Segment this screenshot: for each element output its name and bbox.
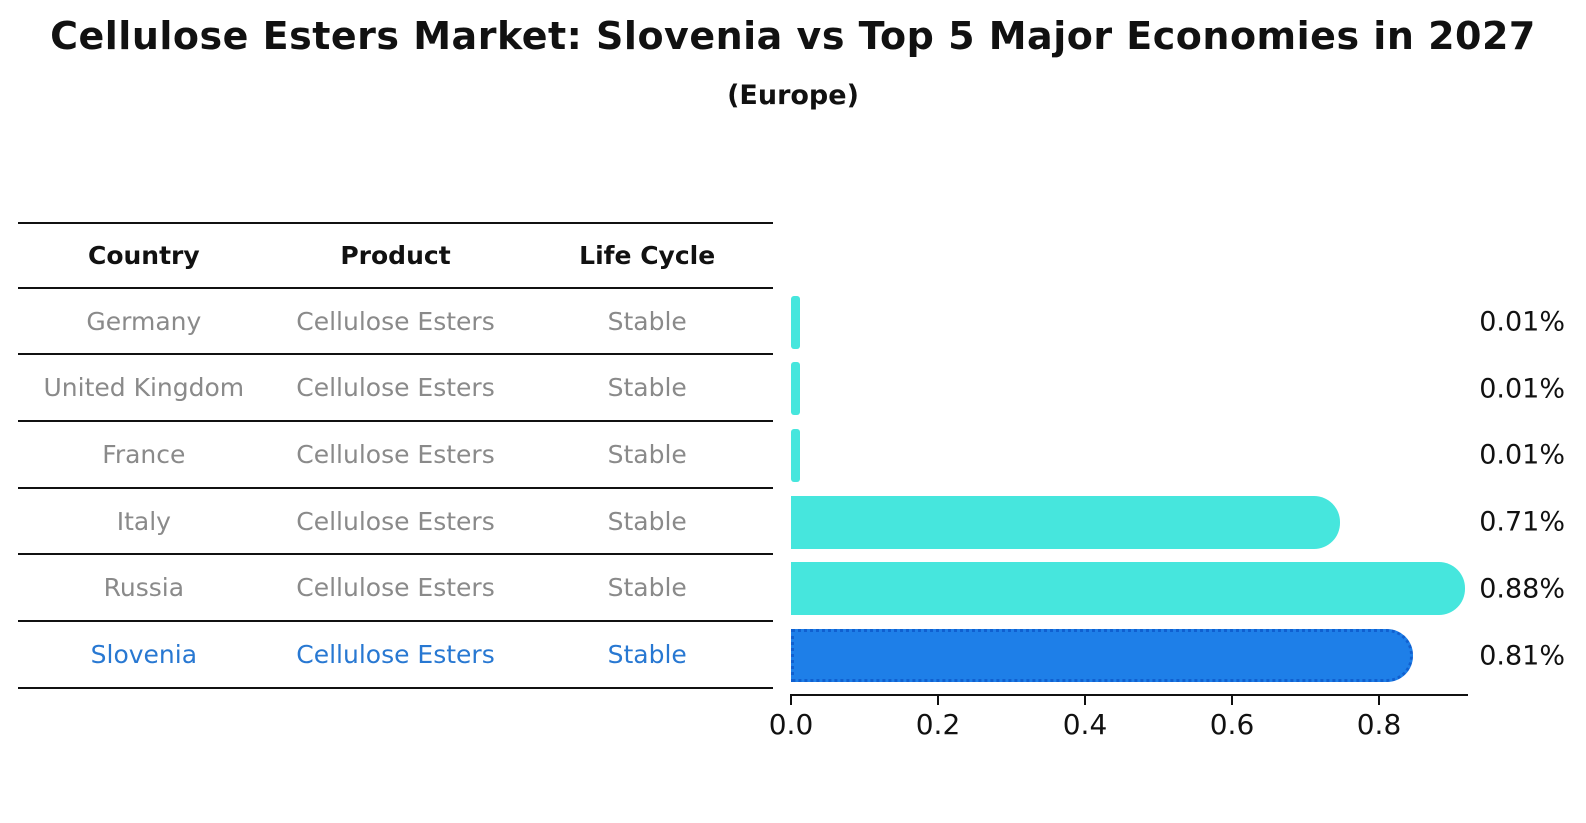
product-cell: Cellulose Esters bbox=[296, 506, 495, 536]
table-row-germany: Germany Cellulose Esters Stable bbox=[18, 289, 773, 356]
life-cycle-cell: Stable bbox=[607, 506, 687, 536]
column-header-product: Product bbox=[340, 240, 451, 270]
product-cell: Cellulose Esters bbox=[296, 639, 495, 669]
x-axis-tick bbox=[937, 696, 939, 705]
x-axis-line bbox=[790, 694, 1468, 696]
table-row-france: France Cellulose Esters Stable bbox=[18, 422, 773, 489]
bar-russia bbox=[791, 562, 1465, 616]
column-header-country: Country bbox=[87, 240, 200, 270]
bar-value-label: 0.81% bbox=[1479, 640, 1565, 672]
x-axis-tick-label: 0.2 bbox=[915, 708, 961, 741]
x-axis-tick bbox=[1084, 696, 1086, 705]
life-cycle-cell: Stable bbox=[607, 573, 687, 603]
country-cell: Italy bbox=[116, 506, 171, 536]
bar-germany bbox=[791, 295, 800, 349]
bar-value-label: 0.01% bbox=[1479, 439, 1565, 471]
x-axis-tick bbox=[790, 696, 792, 705]
country-cell: Germany bbox=[86, 306, 202, 336]
x-axis-tick-label: 0.6 bbox=[1209, 708, 1255, 741]
country-cell: France bbox=[102, 439, 186, 469]
bar-value-label: 0.01% bbox=[1479, 306, 1565, 338]
product-cell: Cellulose Esters bbox=[296, 373, 495, 403]
bar-italy bbox=[791, 495, 1340, 549]
x-axis-tick-label: 0.0 bbox=[768, 708, 814, 741]
column-header-life-cycle: Life Cycle bbox=[579, 240, 716, 270]
life-cycle-cell: Stable bbox=[607, 439, 687, 469]
data-table: Country Product Life Cycle Germany Cellul… bbox=[18, 222, 773, 689]
country-cell: Slovenia bbox=[90, 639, 198, 669]
bar-value-label: 0.01% bbox=[1479, 373, 1565, 405]
life-cycle-cell: Stable bbox=[607, 373, 687, 403]
bar-value-label: 0.71% bbox=[1479, 506, 1565, 538]
product-cell: Cellulose Esters bbox=[296, 573, 495, 603]
table-header-row: Country Product Life Cycle bbox=[18, 222, 773, 289]
x-axis-tick-label: 0.8 bbox=[1356, 708, 1402, 741]
life-cycle-cell: Stable bbox=[607, 306, 687, 336]
bar-slovenia bbox=[791, 629, 1414, 683]
table-body: Germany Cellulose Esters Stable United King… bbox=[18, 289, 773, 689]
bar-france bbox=[791, 428, 800, 482]
x-axis-tick-label: 0.4 bbox=[1062, 708, 1108, 741]
chart-title: Cellulose Esters Market: Slovenia vs Top… bbox=[50, 14, 1536, 58]
table-row-russia: Russia Cellulose Esters Stable bbox=[18, 555, 773, 623]
product-cell: Cellulose Esters bbox=[296, 306, 495, 336]
country-cell: Russia bbox=[103, 573, 185, 603]
x-axis-tick bbox=[1378, 696, 1380, 705]
product-cell: Cellulose Esters bbox=[296, 439, 495, 469]
table-row-italy: Italy Cellulose Esters Stable bbox=[18, 489, 773, 556]
bar-value-label: 0.88% bbox=[1479, 573, 1565, 605]
x-axis-tick bbox=[1231, 696, 1233, 705]
country-cell: United Kingdom bbox=[43, 373, 245, 403]
table-row-united-kingdom: United Kingdom Cellulose Esters Stable bbox=[18, 355, 773, 423]
bar-united-kingdom bbox=[791, 362, 800, 416]
table-row-slovenia: Slovenia Cellulose Esters Stable bbox=[18, 622, 773, 689]
life-cycle-cell: Stable bbox=[607, 639, 687, 669]
chart-subtitle: (Europe) bbox=[727, 80, 859, 111]
